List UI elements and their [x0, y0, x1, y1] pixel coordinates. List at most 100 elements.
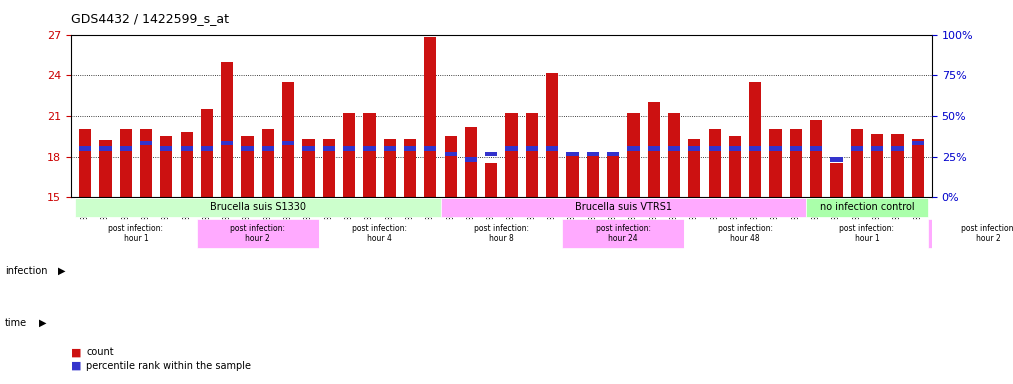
Bar	[668, 146, 680, 151]
FancyBboxPatch shape	[562, 219, 684, 248]
FancyBboxPatch shape	[928, 219, 1013, 248]
Bar	[750, 82, 762, 197]
Bar	[891, 146, 904, 151]
Bar	[688, 146, 700, 151]
Bar	[871, 146, 883, 151]
Bar	[221, 62, 233, 197]
Bar	[261, 129, 274, 197]
Bar	[526, 113, 538, 197]
Bar	[505, 146, 518, 151]
Bar	[790, 129, 802, 197]
Bar	[424, 37, 437, 197]
Bar	[79, 129, 91, 197]
FancyBboxPatch shape	[75, 198, 441, 217]
Bar	[546, 146, 558, 151]
Bar	[261, 146, 274, 151]
Bar	[871, 134, 883, 197]
Bar	[587, 152, 599, 156]
Bar	[851, 129, 863, 197]
Bar	[688, 139, 700, 197]
Bar	[343, 146, 356, 151]
Text: post infection:
hour 2: post infection: hour 2	[961, 224, 1013, 243]
Bar	[790, 146, 802, 151]
Bar	[627, 146, 639, 151]
FancyBboxPatch shape	[441, 198, 806, 217]
Bar	[729, 136, 742, 197]
Bar	[404, 146, 416, 151]
Bar	[384, 139, 396, 197]
Bar	[364, 113, 376, 197]
FancyBboxPatch shape	[441, 219, 562, 248]
Bar	[384, 146, 396, 151]
Bar	[180, 146, 192, 151]
Bar	[140, 129, 152, 197]
Bar	[465, 127, 477, 197]
Bar	[831, 157, 843, 162]
Text: count: count	[86, 347, 113, 357]
Text: post infection:
hour 1: post infection: hour 1	[108, 224, 163, 243]
Bar	[465, 157, 477, 162]
Bar	[607, 152, 619, 197]
Bar	[485, 152, 497, 156]
Bar	[831, 163, 843, 197]
Text: post infection:
hour 24: post infection: hour 24	[596, 224, 650, 243]
Bar	[160, 136, 172, 197]
Bar	[201, 109, 213, 197]
Bar	[546, 73, 558, 197]
Bar	[221, 141, 233, 146]
Bar	[343, 113, 356, 197]
Text: post infection:
hour 1: post infection: hour 1	[840, 224, 894, 243]
Bar	[566, 154, 578, 197]
Bar	[912, 139, 924, 197]
Bar	[282, 82, 295, 197]
FancyBboxPatch shape	[806, 198, 928, 217]
Bar	[404, 139, 416, 197]
Bar	[241, 136, 253, 197]
Text: time: time	[5, 318, 27, 328]
Bar	[323, 139, 335, 197]
Text: ■: ■	[71, 361, 81, 371]
Bar	[445, 152, 457, 156]
Bar	[668, 113, 680, 197]
Bar	[851, 146, 863, 151]
Text: percentile rank within the sample: percentile rank within the sample	[86, 361, 251, 371]
Bar	[99, 146, 111, 151]
Bar	[99, 140, 111, 197]
FancyBboxPatch shape	[684, 219, 806, 248]
Text: post infection:
hour 48: post infection: hour 48	[717, 224, 773, 243]
Bar	[708, 146, 721, 151]
Text: post infection:
hour 4: post infection: hour 4	[353, 224, 407, 243]
Bar	[627, 113, 639, 197]
Bar	[303, 139, 315, 197]
Bar	[810, 146, 823, 151]
Text: post infection:
hour 8: post infection: hour 8	[474, 224, 529, 243]
FancyBboxPatch shape	[806, 219, 928, 248]
Bar	[160, 146, 172, 151]
Bar	[424, 146, 437, 151]
Bar	[241, 146, 253, 151]
Bar	[729, 146, 742, 151]
Bar	[140, 141, 152, 146]
Text: no infection control: no infection control	[820, 202, 915, 212]
Bar	[770, 146, 782, 151]
Bar	[303, 146, 315, 151]
Bar	[364, 146, 376, 151]
Bar	[566, 152, 578, 156]
FancyBboxPatch shape	[197, 219, 319, 248]
Bar	[708, 129, 721, 197]
Text: ■: ■	[71, 347, 81, 357]
Text: ▶: ▶	[38, 318, 46, 328]
FancyBboxPatch shape	[319, 219, 441, 248]
Text: ▶: ▶	[58, 266, 65, 276]
FancyBboxPatch shape	[75, 219, 197, 248]
Bar	[120, 129, 132, 197]
Text: Brucella suis VTRS1: Brucella suis VTRS1	[574, 202, 672, 212]
Bar	[79, 146, 91, 151]
Bar	[180, 132, 192, 197]
Bar	[770, 129, 782, 197]
Bar	[282, 141, 295, 146]
Bar	[120, 146, 132, 151]
Bar	[505, 113, 518, 197]
Bar	[201, 146, 213, 151]
Text: post infection:
hour 2: post infection: hour 2	[230, 224, 286, 243]
